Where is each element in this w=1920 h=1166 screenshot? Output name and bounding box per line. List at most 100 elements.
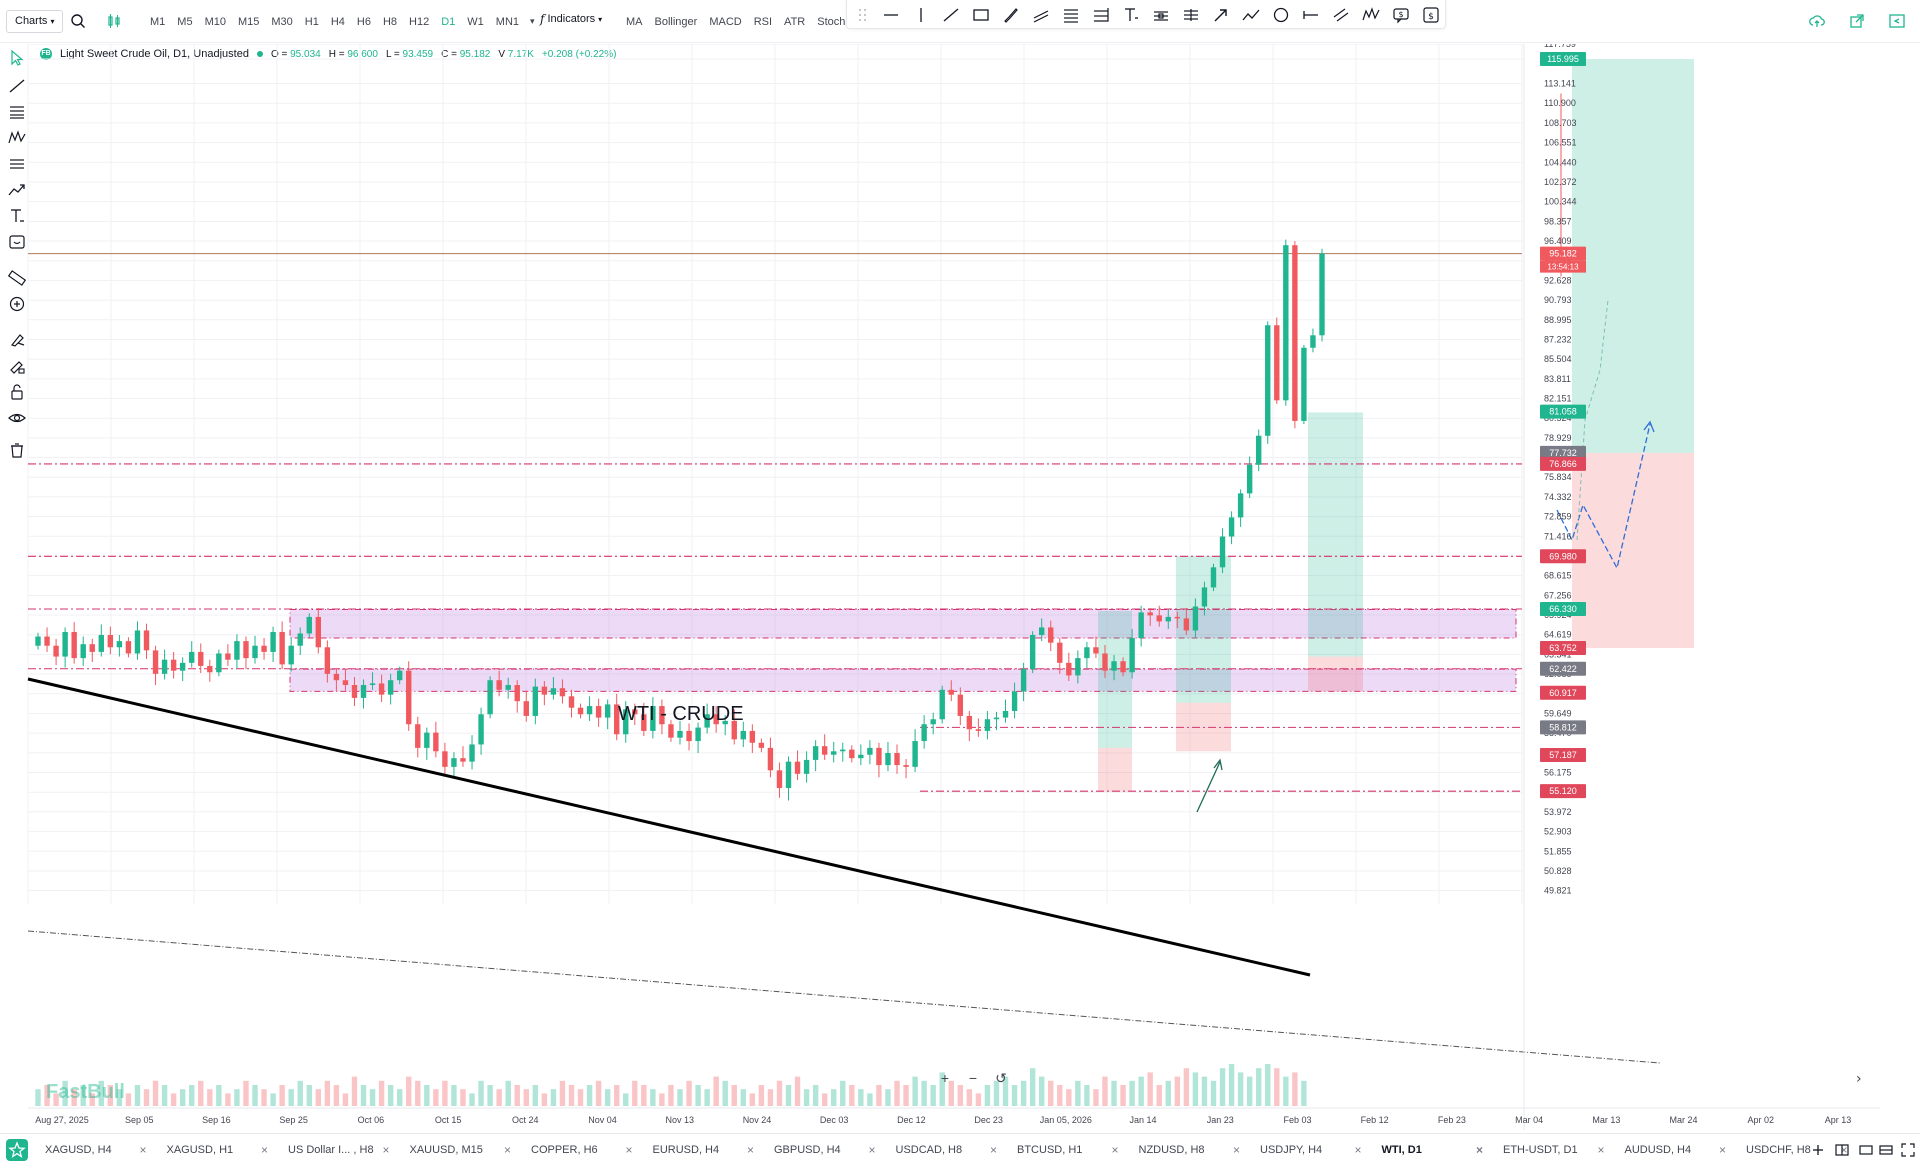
- chart-tab[interactable]: US Dollar I... , H8 ×: [278, 1134, 398, 1166]
- close-tab-icon[interactable]: ×: [139, 1143, 147, 1157]
- close-tab-icon[interactable]: ×: [746, 1143, 754, 1157]
- close-tab-icon[interactable]: ×: [1840, 1143, 1848, 1157]
- horizontal-line-icon[interactable]: [881, 5, 901, 25]
- close-tab-icon[interactable]: ×: [1718, 1143, 1726, 1157]
- timeframe-m5[interactable]: M5: [177, 16, 193, 28]
- timeframe-m30[interactable]: M30: [271, 16, 293, 28]
- zoom-in-button[interactable]: +: [940, 1070, 950, 1086]
- symbol-title[interactable]: Light Sweet Crude Oil, D1, Unadjusted: [60, 48, 249, 60]
- chart-tab[interactable]: ETH-USDT, D1 ×: [1493, 1134, 1613, 1166]
- chart-tab[interactable]: USDCHF, H8 ×: [1736, 1134, 1856, 1166]
- trend-line-icon[interactable]: [941, 5, 961, 25]
- single-layout-icon[interactable]: [1858, 1142, 1874, 1158]
- chart-tab[interactable]: USDCAD, H8 ×: [886, 1134, 1006, 1166]
- cloud-upload-icon[interactable]: [1808, 12, 1826, 30]
- indicator-ma[interactable]: MA: [626, 16, 643, 28]
- open-external-icon[interactable]: [1848, 12, 1866, 30]
- chart-tab[interactable]: XAGUSD, H1 ×: [157, 1134, 277, 1166]
- fib-tool-icon[interactable]: [7, 154, 27, 174]
- trash-icon[interactable]: [7, 440, 27, 460]
- elliott-wave-icon[interactable]: [1361, 5, 1381, 25]
- timeframe-h1[interactable]: H1: [304, 16, 319, 28]
- cursor-icon[interactable]: [7, 48, 27, 68]
- zoom-out-button[interactable]: −: [968, 1070, 978, 1086]
- timeframe-m1[interactable]: M1: [150, 16, 166, 28]
- rectangle-icon[interactable]: [971, 5, 991, 25]
- chart-tab[interactable]: WTI, D1 ×: [1372, 1134, 1492, 1166]
- timeframe-more-icon[interactable]: ▾: [530, 16, 535, 26]
- candlestick-type-icon[interactable]: [106, 13, 122, 29]
- circle-icon[interactable]: [1271, 5, 1291, 25]
- vertical-line-icon[interactable]: [911, 5, 931, 25]
- price-note-icon[interactable]: $: [1391, 5, 1411, 25]
- line-tool-icon[interactable]: [7, 76, 27, 96]
- timeframe-m10[interactable]: M10: [204, 16, 226, 28]
- pattern-tool-icon[interactable]: [7, 128, 27, 148]
- zoom-in-icon[interactable]: [7, 294, 27, 314]
- fib-extension-icon[interactable]: [1091, 5, 1111, 25]
- ruler-icon[interactable]: [7, 268, 27, 288]
- ray-icon[interactable]: [1301, 5, 1321, 25]
- forecast-tool-icon[interactable]: [7, 180, 27, 200]
- lock-icon[interactable]: [7, 382, 27, 402]
- indicator-bollinger[interactable]: Bollinger: [654, 16, 698, 28]
- close-tab-icon[interactable]: ×: [382, 1143, 390, 1157]
- timeframe-h12[interactable]: H12: [409, 16, 430, 28]
- fib-retracement-icon[interactable]: [1061, 5, 1081, 25]
- add-tab-icon[interactable]: [1810, 1142, 1826, 1158]
- chart-tab[interactable]: NZDUSD, H8 ×: [1129, 1134, 1249, 1166]
- indicator-atr[interactable]: ATR: [784, 16, 806, 28]
- close-tab-icon[interactable]: ×: [260, 1143, 268, 1157]
- price-chart[interactable]: WTI - CRUDE FastBull 117.759 115.995 113.141…: [0, 44, 1920, 1134]
- timeframe-h8[interactable]: H8: [382, 16, 398, 28]
- indicator-stoch[interactable]: Stoch: [817, 16, 846, 28]
- channel-tool-icon[interactable]: [7, 102, 27, 122]
- drag-handle-icon[interactable]: [853, 5, 873, 25]
- close-tab-icon[interactable]: ×: [1597, 1143, 1605, 1157]
- close-tab-icon[interactable]: ×: [989, 1143, 997, 1157]
- indicator-macd[interactable]: MACD: [709, 16, 742, 28]
- layout-icon[interactable]: [1834, 1142, 1850, 1158]
- indicator-rsi[interactable]: RSI: [753, 16, 773, 28]
- chart-tab[interactable]: GBPUSD, H4 ×: [764, 1134, 884, 1166]
- charts-menu-button[interactable]: Charts ▾: [6, 10, 64, 33]
- chart-tab[interactable]: XAUUSD, M15 ×: [400, 1134, 520, 1166]
- minimize-icon[interactable]: [1878, 1142, 1894, 1158]
- exit-fullscreen-icon[interactable]: [1888, 12, 1906, 30]
- chart-tab[interactable]: EURUSD, H4 ×: [643, 1134, 763, 1166]
- chart-tab[interactable]: XAGUSD, H4 ×: [35, 1134, 155, 1166]
- icon-tool-icon[interactable]: [7, 232, 27, 252]
- magnet-icon[interactable]: [7, 330, 27, 350]
- close-tab-icon[interactable]: ×: [1232, 1143, 1240, 1157]
- close-tab-icon[interactable]: ×: [625, 1143, 633, 1157]
- timeframe-w1[interactable]: W1: [467, 16, 484, 28]
- timeframe-m15[interactable]: M15: [237, 16, 260, 28]
- text-tool-icon[interactable]: [1121, 5, 1141, 25]
- favorites-star-icon[interactable]: [6, 1139, 28, 1161]
- close-tab-icon[interactable]: ×: [503, 1143, 511, 1157]
- fullscreen-icon[interactable]: [1900, 1142, 1916, 1158]
- scroll-right-chevron-icon[interactable]: ›: [1856, 1071, 1862, 1087]
- brush-icon[interactable]: [1001, 5, 1021, 25]
- pitchfork-icon[interactable]: [1151, 5, 1171, 25]
- chart-tab[interactable]: AUDUSD, H4 ×: [1615, 1134, 1735, 1166]
- price-label-icon[interactable]: $: [1421, 5, 1441, 25]
- timeframe-d1[interactable]: D1: [441, 16, 456, 28]
- close-tab-icon[interactable]: ×: [868, 1143, 876, 1157]
- reset-zoom-button[interactable]: ↺: [995, 1070, 1007, 1086]
- stay-in-drawing-icon[interactable]: [7, 356, 27, 376]
- timeframe-mn1[interactable]: MN1: [495, 16, 520, 28]
- close-tab-icon[interactable]: ×: [1354, 1143, 1362, 1157]
- arrow-icon[interactable]: [1211, 5, 1231, 25]
- chart-tab[interactable]: BTCUSD, H1 ×: [1007, 1134, 1127, 1166]
- eye-icon[interactable]: [7, 408, 27, 428]
- polyline-icon[interactable]: [1241, 5, 1261, 25]
- chart-tab[interactable]: USDJPY, H4 ×: [1250, 1134, 1370, 1166]
- indicators-button[interactable]: f Indicators ▾: [540, 12, 602, 26]
- parallel-channel-icon[interactable]: [1031, 5, 1051, 25]
- chart-tab[interactable]: COPPER, H6 ×: [521, 1134, 641, 1166]
- gann-box-icon[interactable]: [1181, 5, 1201, 25]
- search-icon[interactable]: [70, 13, 86, 29]
- timeframe-h4[interactable]: H4: [330, 16, 345, 28]
- close-tab-icon[interactable]: ×: [1475, 1143, 1483, 1157]
